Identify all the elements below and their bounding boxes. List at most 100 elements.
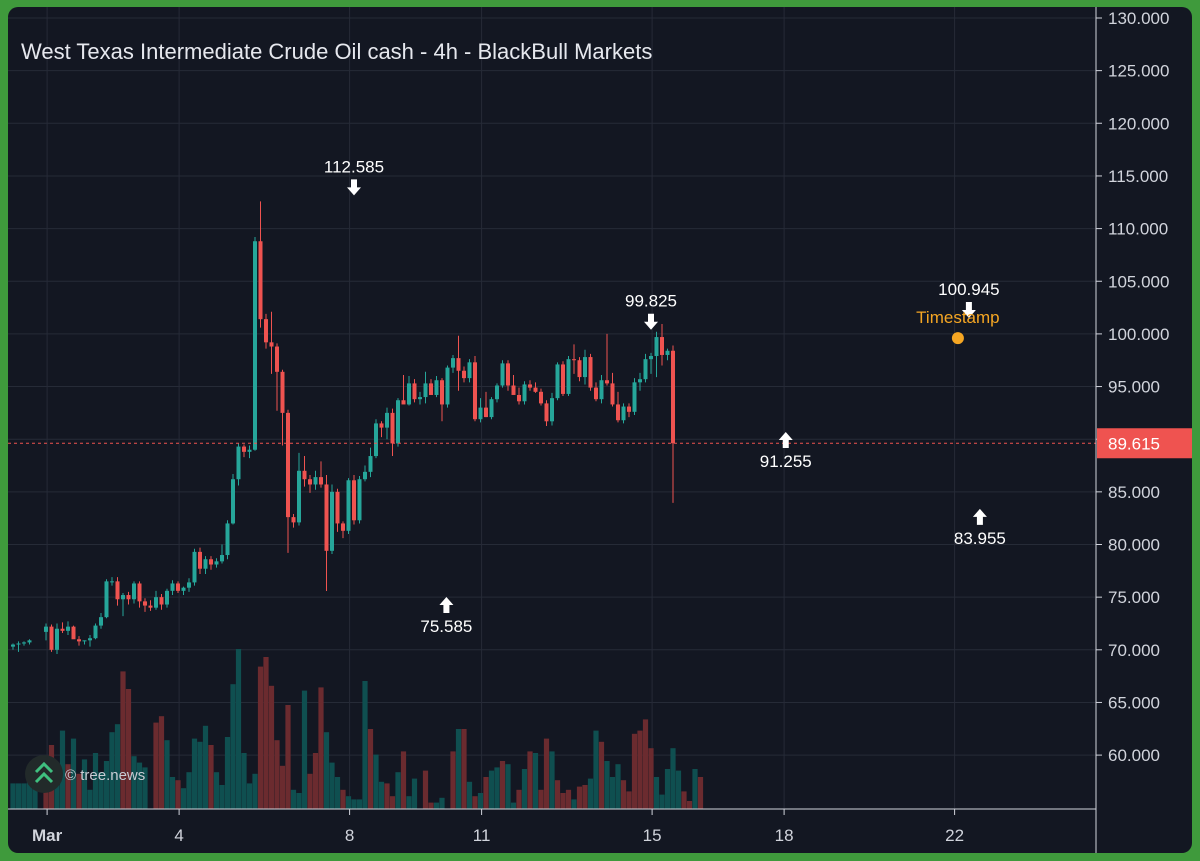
candle-body <box>407 383 411 405</box>
candle-body <box>44 626 48 632</box>
volume-bar <box>114 724 121 809</box>
chart-frame: 112.585 75.585 99.825 91.255 100.945 83.955 Ti… <box>8 7 1192 853</box>
price-tick-label: 130.000 <box>1108 9 1169 28</box>
volume-bar <box>290 789 297 809</box>
volume-bar <box>274 740 280 809</box>
volume-bar <box>186 772 192 809</box>
volume-bar <box>279 765 286 809</box>
volume-bar <box>241 753 247 809</box>
volume-bar <box>400 751 407 809</box>
candle-body <box>660 337 664 355</box>
candle-body <box>649 356 653 360</box>
candle-body <box>209 559 213 565</box>
volume-bar <box>32 785 38 809</box>
candle-body <box>324 484 329 551</box>
candle-body <box>341 523 345 531</box>
volume-bar <box>648 748 654 809</box>
volume-bar <box>615 764 621 809</box>
volume-bar <box>604 761 610 809</box>
price-tick-label: 60.000 <box>1108 746 1160 765</box>
volume-bar <box>587 778 594 809</box>
candle-body <box>258 241 263 320</box>
volume-bar <box>26 777 33 809</box>
volume-bar <box>70 738 77 809</box>
volume-bar <box>554 780 561 809</box>
candle-body <box>308 479 312 485</box>
candle-body <box>528 384 532 388</box>
timestamp-dot <box>951 332 964 345</box>
volume-bar <box>268 685 275 809</box>
price-tick-label: 65.000 <box>1108 693 1160 712</box>
volume-bar <box>582 785 588 809</box>
volume-bar <box>334 777 341 809</box>
time-axis[interactable]: Mar 4 8 11 15 18 22 <box>32 809 964 845</box>
volume-bar <box>362 681 368 809</box>
candle-body <box>511 385 516 395</box>
volume-bar <box>296 793 302 809</box>
candle-body <box>561 364 565 394</box>
volume-bar <box>565 789 572 809</box>
volume-bar <box>538 789 544 809</box>
volume-bar <box>455 729 462 809</box>
annotation-low-label: 83.955 <box>954 529 1006 548</box>
candle-body <box>165 590 169 605</box>
candle-body <box>154 597 158 608</box>
volume-bar <box>389 796 396 809</box>
volume-bar <box>637 730 643 809</box>
candle-body <box>352 480 356 521</box>
volume-bar <box>87 789 93 809</box>
volume-bar <box>323 732 330 809</box>
candle-body <box>286 412 290 518</box>
price-tick-label: 110.000 <box>1108 220 1168 239</box>
candle-body <box>396 400 400 444</box>
candle-body <box>462 370 466 379</box>
volume-bar <box>653 777 660 809</box>
annotation-low-label: 91.255 <box>760 452 812 471</box>
time-tick-label: Mar <box>32 826 63 845</box>
candle-body <box>489 399 494 418</box>
candle-body <box>418 397 422 400</box>
candle-body <box>132 583 136 600</box>
volume-bar <box>659 794 665 809</box>
volume-bar <box>345 796 352 809</box>
volume-bar <box>301 690 308 809</box>
candle-body <box>599 380 604 400</box>
candle-body <box>71 626 76 640</box>
candle-body <box>121 595 125 600</box>
volume-bar <box>351 799 357 809</box>
candle-body <box>143 601 147 606</box>
volume-bar <box>422 770 429 809</box>
candle-body <box>27 640 32 643</box>
volume-bar <box>285 705 291 809</box>
candle-body <box>434 380 439 395</box>
volume-bar <box>92 753 99 809</box>
price-tick-label: 80.000 <box>1108 536 1160 555</box>
candle-body <box>231 479 235 524</box>
candle-body <box>110 581 114 583</box>
volume-bar <box>598 741 605 809</box>
current-price-value: 89.615 <box>1108 434 1160 453</box>
candle-body <box>566 359 571 394</box>
chart[interactable]: 112.585 75.585 99.825 91.255 100.945 83.955 Ti… <box>8 7 1192 853</box>
candle-body <box>517 394 521 402</box>
volume-bar <box>609 777 616 809</box>
candle-body <box>192 551 197 583</box>
volume-bar <box>329 762 335 809</box>
price-tick-label: 85.000 <box>1108 483 1160 502</box>
volume-bar <box>142 767 148 809</box>
volume-bar <box>670 748 676 809</box>
volume-bar <box>527 751 533 809</box>
volume-bar <box>433 802 440 809</box>
candle-body <box>93 625 98 639</box>
candle-body <box>247 449 252 452</box>
volume-bar <box>505 764 511 809</box>
volume-bar <box>483 777 489 809</box>
price-tick-label: 125.000 <box>1108 62 1169 81</box>
price-axis[interactable]: 130.000 125.000 120.000 115.000 110.000 105.0… <box>1096 9 1169 765</box>
volume-bar <box>576 786 583 809</box>
volume-bar <box>593 730 599 809</box>
volume-bar <box>175 780 181 809</box>
candle-body <box>616 404 620 421</box>
volume-bar <box>373 754 379 809</box>
candle-body <box>148 605 153 608</box>
